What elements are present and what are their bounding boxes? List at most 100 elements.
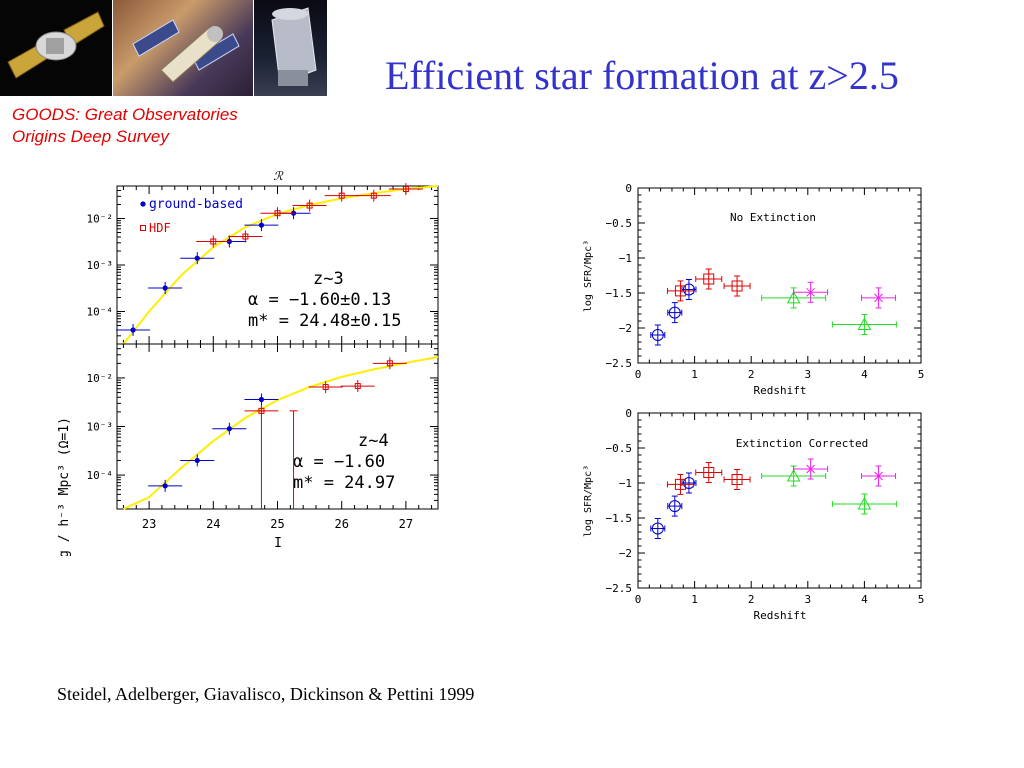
ground-based-point xyxy=(162,483,168,489)
x-tick-label: 2 xyxy=(748,368,755,381)
cross-marker xyxy=(874,471,883,481)
hdf-point xyxy=(242,233,249,240)
ground-based-point xyxy=(162,285,168,291)
citation: Steidel, Adelberger, Giavalisco, Dickins… xyxy=(57,684,475,704)
x-tick-label: 3 xyxy=(804,593,811,606)
circle-marker xyxy=(651,522,664,535)
cross-marker xyxy=(806,464,815,474)
square-marker xyxy=(674,285,686,297)
y-tick-label: 10⁻⁴ xyxy=(87,305,114,318)
luminosity-function-chart: 10⁻² 10⁻³ 10⁻⁴ z~3α = −1.60±0.13m* = 24.48±… xyxy=(57,169,439,556)
y-tick-label: −2 xyxy=(619,322,632,335)
ground-based-point xyxy=(258,222,265,228)
ground-based-point xyxy=(130,327,136,333)
plot-frame xyxy=(637,187,922,364)
circle-marker xyxy=(682,477,695,489)
x-tick-label: 23 xyxy=(142,517,156,531)
y-tick-label: −1 xyxy=(619,477,632,490)
goods-line-2: Origins Deep Survey xyxy=(12,127,169,146)
lf-xlabel: I xyxy=(274,536,282,551)
x-tick-label: 4 xyxy=(861,593,868,606)
hdf-point xyxy=(210,238,217,245)
slide-title: Efficient star formation at z>2.5 xyxy=(385,53,899,98)
circle-marker xyxy=(651,329,664,341)
plot-frame xyxy=(637,412,922,589)
ground-based-point xyxy=(226,426,232,432)
y-tick-label: −2 xyxy=(619,547,632,560)
hdf-point xyxy=(274,210,281,217)
hdf-point xyxy=(322,384,329,391)
hdf-point xyxy=(402,186,409,193)
lf-panel-z3: 10⁻² 10⁻³ 10⁻⁴ z~3α = −1.60±0.13m* = 24.48±… xyxy=(87,183,439,345)
x-tick-label: 2 xyxy=(748,593,755,606)
ground-based-point xyxy=(194,457,200,464)
satellite-image xyxy=(0,0,112,96)
ground-based-point xyxy=(194,255,200,261)
y-tick-label: 0 xyxy=(625,407,632,420)
lf-annotation: z~4 xyxy=(358,431,389,451)
y-tick-label: −0.5 xyxy=(606,442,633,455)
x-tick-label: 24 xyxy=(206,517,220,531)
lf-annotation: m* = 24.97 xyxy=(293,473,395,493)
x-tick-label: 5 xyxy=(918,593,925,606)
x-tick-label: 3 xyxy=(804,368,811,381)
x-tick-label: 26 xyxy=(334,517,348,531)
hdf-point xyxy=(386,360,393,367)
x-tick-label: 1 xyxy=(691,593,698,606)
y-tick-label: −0.5 xyxy=(606,217,633,230)
square-marker xyxy=(731,474,743,485)
sfr2-xlabel: Redshift xyxy=(754,609,807,622)
y-tick-label: 10⁻³ xyxy=(87,421,114,434)
square-marker xyxy=(674,478,686,490)
y-tick-label: −1.5 xyxy=(606,512,633,525)
y-tick-label: 10⁻² xyxy=(87,213,114,226)
circle-marker xyxy=(668,500,681,513)
legend-hdf: HDF xyxy=(149,221,171,235)
legend-ground-based: ground-based xyxy=(149,197,243,212)
x-tick-label: 25 xyxy=(270,517,284,531)
sfr2-ylabel: log SFR/Mpc³ xyxy=(583,465,594,537)
lf-panel-z4: 10⁻² 10⁻³ 10⁻⁴ z~4α = −1.60m* = 24.97 23 24 25… xyxy=(87,343,439,531)
x-tick-label: 27 xyxy=(399,517,413,531)
y-tick-label: 10⁻³ xyxy=(87,259,114,272)
lf-ylabel: N / mag / h⁻³ Mpc³ (Ω=1) xyxy=(57,417,72,556)
sfr1-ylabel: log SFR/Mpc³ xyxy=(583,240,594,312)
y-tick-label: 10⁻⁴ xyxy=(87,469,114,482)
chandra-telescope-image xyxy=(113,0,253,96)
goods-line-1: GOODS: Great Observatories xyxy=(12,105,238,124)
triangle-marker xyxy=(786,468,801,482)
lf-annotation: z~3 xyxy=(313,269,344,289)
plot-frame xyxy=(116,343,439,510)
triangle-marker xyxy=(857,317,872,330)
hdf-point xyxy=(306,202,313,209)
legend-dot xyxy=(140,201,146,207)
y-tick-label: −1 xyxy=(619,252,632,265)
x-tick-label: 5 xyxy=(918,368,925,381)
sfr-plot-area: 0−0.5−1−1.5−2−2.50 1 2 3 4 5 xyxy=(606,182,925,381)
lf-annotation: α = −1.60 xyxy=(293,452,385,472)
circle-marker xyxy=(668,306,681,319)
square-marker xyxy=(703,273,715,285)
x-tick-label: 4 xyxy=(861,368,868,381)
x-tick-label: 1 xyxy=(691,368,698,381)
y-tick-label: −1.5 xyxy=(606,287,633,300)
ground-based-point xyxy=(258,396,265,403)
sfr1-title: No Extinction xyxy=(730,211,816,224)
x-tick-label: 0 xyxy=(635,593,642,606)
square-marker xyxy=(703,467,715,478)
top-axis-label: ℛ xyxy=(273,169,284,183)
sfr-chart-no-extinction: 0−0.5−1−1.5−2−2.50 1 2 3 4 5No ExtinctionReds… xyxy=(583,182,925,397)
banner-images xyxy=(0,0,327,96)
spitzer-telescope-image xyxy=(254,0,327,96)
square-marker xyxy=(731,280,743,292)
cross-marker xyxy=(806,287,815,297)
schechter-fit-curve xyxy=(122,356,439,510)
triangle-marker xyxy=(786,290,801,304)
goods-caption: GOODS: Great Observatories Origins Deep … xyxy=(12,104,238,148)
cross-marker xyxy=(874,293,883,303)
hdf-point xyxy=(354,383,361,390)
hdf-point xyxy=(338,192,345,199)
sfr-plot-area: 0−0.5−1−1.5−2−2.50 1 2 3 4 5 xyxy=(606,407,925,606)
y-tick-label: 0 xyxy=(625,182,632,195)
